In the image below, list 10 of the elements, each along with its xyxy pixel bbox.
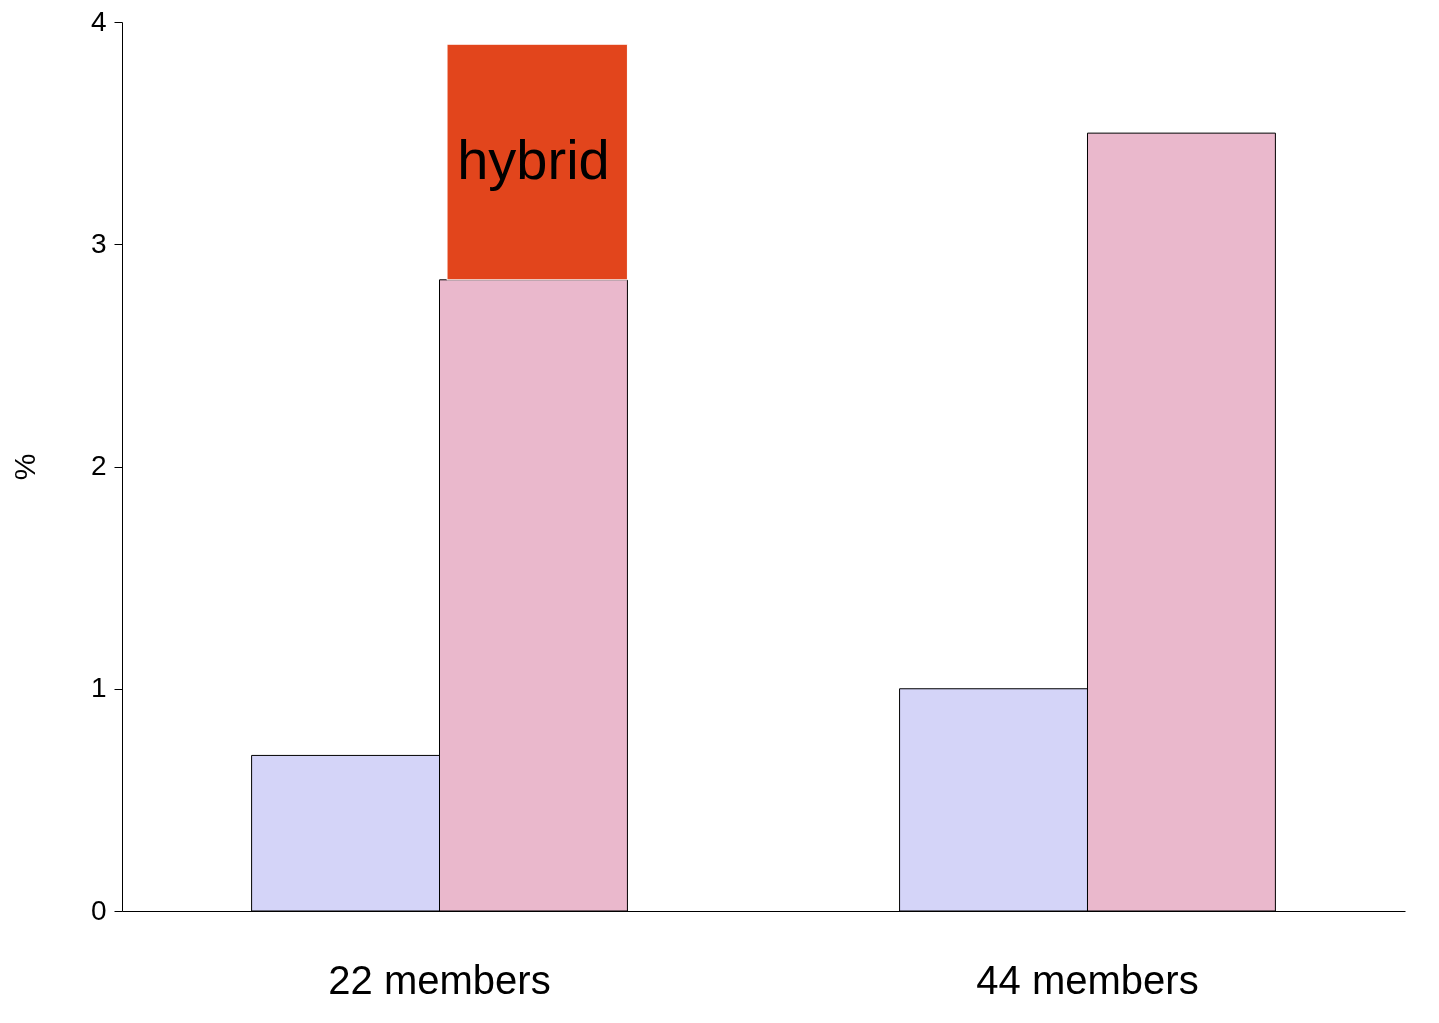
bar	[446, 43, 628, 281]
y-tick-label: 2	[90, 450, 107, 481]
series-label: hybrid	[457, 128, 610, 192]
x-tick-label: 22 members	[328, 957, 551, 1002]
y-tick-label: 1	[90, 672, 107, 704]
y-tick-label: 4	[90, 5, 107, 37]
x-tick-label: 44 members	[976, 957, 1199, 1002]
y-tick-label: 3	[90, 227, 107, 259]
y-tick-label: 0	[90, 894, 107, 926]
y-axis-title: %	[7, 453, 41, 481]
